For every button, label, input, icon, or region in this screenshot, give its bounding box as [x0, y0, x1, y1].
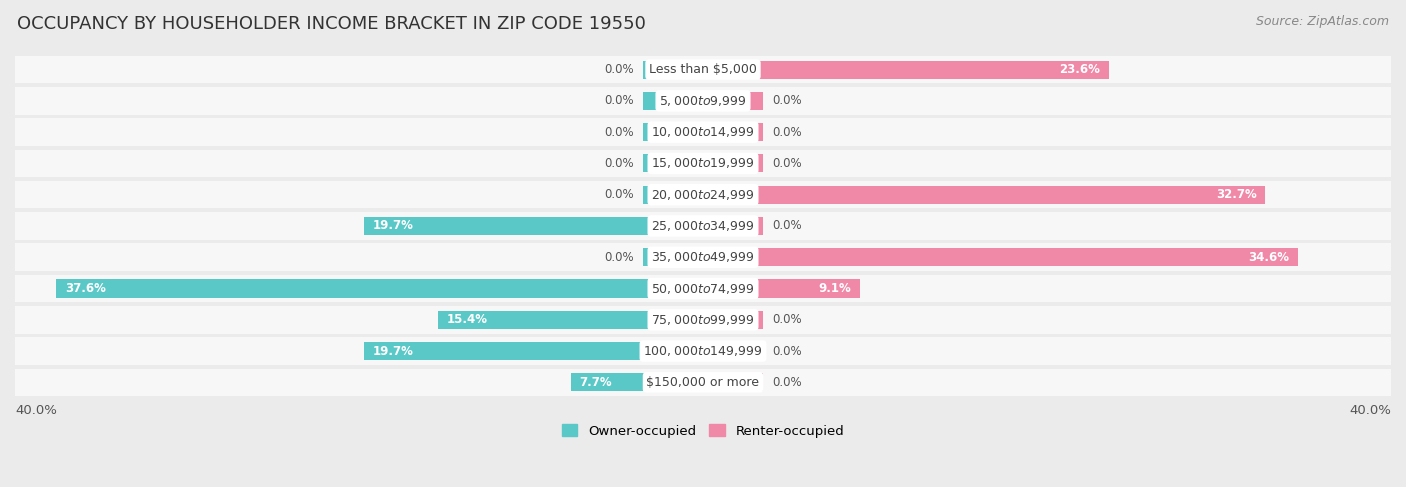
Bar: [15, 306, 1391, 334]
Text: 0.0%: 0.0%: [772, 94, 801, 107]
Text: 0.0%: 0.0%: [772, 126, 801, 139]
Bar: [56, 280, 703, 298]
Bar: [703, 280, 859, 298]
Bar: [703, 154, 763, 172]
Bar: [15, 56, 1391, 83]
Text: 0.0%: 0.0%: [605, 94, 634, 107]
Text: Source: ZipAtlas.com: Source: ZipAtlas.com: [1256, 15, 1389, 28]
Text: 0.0%: 0.0%: [772, 376, 801, 389]
Bar: [15, 212, 1391, 240]
Bar: [571, 374, 703, 392]
Bar: [703, 374, 763, 392]
Text: OCCUPANCY BY HOUSEHOLDER INCOME BRACKET IN ZIP CODE 19550: OCCUPANCY BY HOUSEHOLDER INCOME BRACKET …: [17, 15, 645, 33]
Text: $75,000 to $99,999: $75,000 to $99,999: [651, 313, 755, 327]
Bar: [703, 186, 1265, 204]
Text: 19.7%: 19.7%: [373, 220, 413, 232]
Text: 0.0%: 0.0%: [772, 313, 801, 326]
Bar: [643, 123, 703, 141]
Bar: [703, 60, 1109, 79]
Text: $35,000 to $49,999: $35,000 to $49,999: [651, 250, 755, 264]
Bar: [15, 118, 1391, 146]
Bar: [15, 181, 1391, 208]
Text: $100,000 to $149,999: $100,000 to $149,999: [644, 344, 762, 358]
Bar: [703, 342, 763, 360]
Text: $25,000 to $34,999: $25,000 to $34,999: [651, 219, 755, 233]
Legend: Owner-occupied, Renter-occupied: Owner-occupied, Renter-occupied: [557, 419, 849, 443]
Text: $15,000 to $19,999: $15,000 to $19,999: [651, 156, 755, 170]
Text: 0.0%: 0.0%: [605, 126, 634, 139]
Bar: [439, 311, 703, 329]
Text: 0.0%: 0.0%: [605, 188, 634, 201]
Text: $150,000 or more: $150,000 or more: [647, 376, 759, 389]
Text: 0.0%: 0.0%: [605, 251, 634, 264]
Bar: [364, 342, 703, 360]
Text: 7.7%: 7.7%: [579, 376, 612, 389]
Bar: [15, 244, 1391, 271]
Text: 0.0%: 0.0%: [772, 157, 801, 170]
Bar: [643, 92, 703, 110]
Text: $20,000 to $24,999: $20,000 to $24,999: [651, 187, 755, 202]
Bar: [364, 217, 703, 235]
Text: 34.6%: 34.6%: [1249, 251, 1289, 264]
Bar: [15, 150, 1391, 177]
Text: 0.0%: 0.0%: [772, 345, 801, 357]
Bar: [643, 154, 703, 172]
Bar: [703, 92, 763, 110]
Text: 15.4%: 15.4%: [447, 313, 488, 326]
Bar: [15, 369, 1391, 396]
Bar: [703, 311, 763, 329]
Text: 9.1%: 9.1%: [818, 282, 851, 295]
Text: 19.7%: 19.7%: [373, 345, 413, 357]
Text: 40.0%: 40.0%: [15, 404, 56, 417]
Text: $5,000 to $9,999: $5,000 to $9,999: [659, 94, 747, 108]
Text: $50,000 to $74,999: $50,000 to $74,999: [651, 281, 755, 296]
Text: 23.6%: 23.6%: [1060, 63, 1101, 76]
Bar: [643, 248, 703, 266]
Bar: [643, 60, 703, 79]
Text: 0.0%: 0.0%: [605, 157, 634, 170]
Bar: [15, 87, 1391, 114]
Bar: [703, 123, 763, 141]
Bar: [15, 337, 1391, 365]
Text: 0.0%: 0.0%: [772, 220, 801, 232]
Bar: [15, 275, 1391, 302]
Bar: [703, 217, 763, 235]
Bar: [643, 186, 703, 204]
Text: 32.7%: 32.7%: [1216, 188, 1257, 201]
Text: 0.0%: 0.0%: [605, 63, 634, 76]
Text: 40.0%: 40.0%: [1350, 404, 1391, 417]
Text: 37.6%: 37.6%: [65, 282, 105, 295]
Text: $10,000 to $14,999: $10,000 to $14,999: [651, 125, 755, 139]
Text: Less than $5,000: Less than $5,000: [650, 63, 756, 76]
Bar: [703, 248, 1298, 266]
